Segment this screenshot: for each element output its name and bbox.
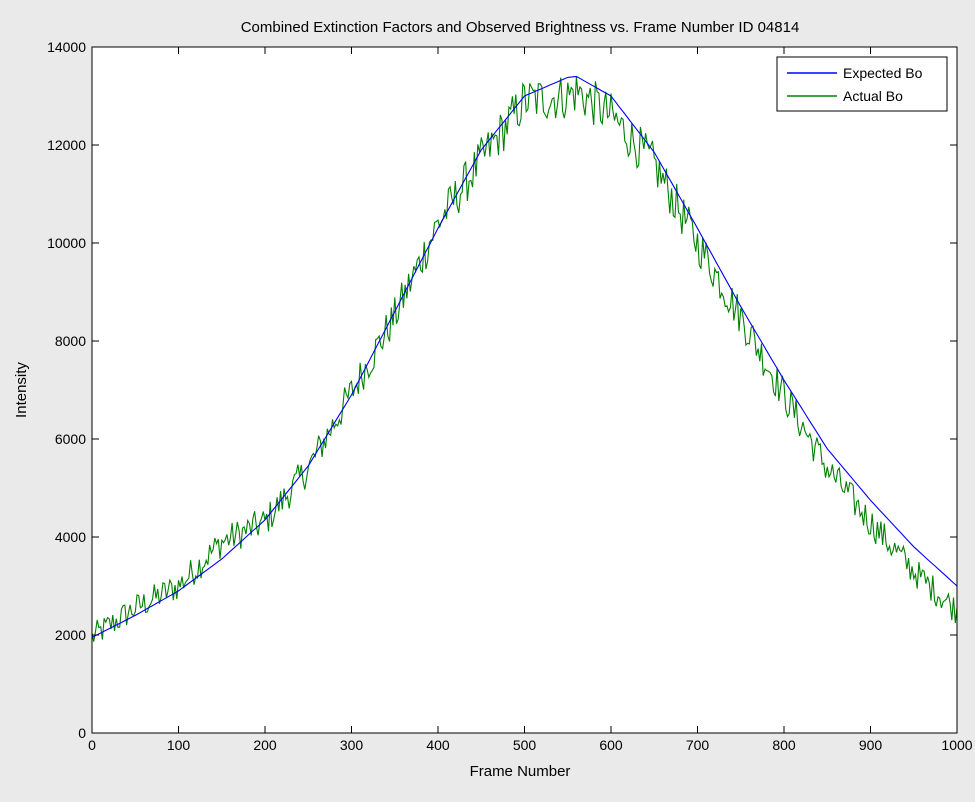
series-layer (91, 75, 958, 642)
y-tick-label: 10000 (47, 235, 86, 251)
x-axis-ticks: 0 100 200 300 400 500 600 700 800 900 1000 (88, 47, 973, 753)
y-tick-label: 2000 (55, 627, 86, 643)
series-line-expected-bo (91, 75, 958, 638)
y-tick-label: 12000 (47, 137, 86, 153)
x-tick-label: 0 (88, 737, 96, 753)
x-tick-label: 800 (772, 737, 796, 753)
x-tick-label: 900 (859, 737, 883, 753)
y-axis-ticks: 0 2000 4000 6000 8000 10000 12000 14000 (47, 39, 957, 741)
y-tick-label: 6000 (55, 431, 86, 447)
y-tick-label: 8000 (55, 333, 86, 349)
x-tick-label: 500 (513, 737, 537, 753)
x-tick-label: 200 (253, 737, 277, 753)
chart-title: Combined Extinction Factors and Observed… (241, 19, 800, 36)
y-tick-label: 0 (78, 725, 86, 741)
legend-box (776, 56, 948, 112)
legend: Expected Bo Actual Bo (776, 56, 948, 112)
x-tick-label: 300 (340, 737, 364, 753)
x-axis-label: Frame Number (470, 763, 571, 780)
x-tick-label: 1000 (941, 737, 972, 753)
y-axis-label: Intensity (13, 362, 30, 418)
y-tick-label: 4000 (55, 529, 86, 545)
series-line-actual-bo (91, 76, 958, 642)
y-tick-label: 14000 (47, 39, 86, 55)
legend-label: Actual Bo (843, 88, 903, 104)
plot-area (92, 47, 957, 733)
x-tick-label: 600 (599, 737, 623, 753)
x-tick-label: 100 (167, 737, 191, 753)
x-tick-label: 700 (686, 737, 710, 753)
legend-label: Expected Bo (843, 65, 923, 81)
x-tick-label: 400 (426, 737, 450, 753)
